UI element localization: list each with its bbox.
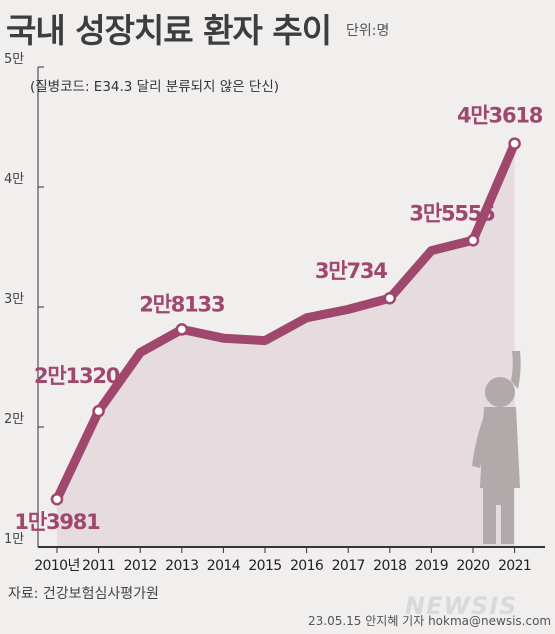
y-tick-label: 3만	[4, 292, 24, 307]
chart-subtitle: (질병코드: E34.3 달리 분류되지 않은 단신)	[30, 79, 279, 95]
x-tick-label: 2019	[415, 558, 448, 574]
data-point-marker	[175, 323, 189, 336]
data-label: 2만1320	[34, 364, 120, 388]
data-label: 1만3981	[14, 510, 100, 534]
data-point-marker	[92, 404, 105, 418]
x-tick-label: 2014	[207, 558, 241, 574]
data-point-marker	[508, 137, 521, 150]
x-tick-label: 2020	[456, 558, 489, 574]
data-label: 3만5555	[409, 201, 495, 225]
data-point-marker	[466, 234, 480, 247]
y-axis: 1만 2만 3만 4만 5만	[4, 52, 44, 548]
x-tick-label: 2021	[498, 558, 531, 574]
credit-line: 23.05.15 안지혜 기자 hokma@newsis.com	[308, 614, 552, 628]
data-point-marker	[383, 291, 397, 305]
x-tick-label: 2011	[82, 558, 115, 574]
x-tick-label: 2018	[373, 558, 406, 574]
x-tick-label: 2013	[165, 558, 198, 574]
y-tick-label: 4만	[4, 172, 24, 187]
child-silhouette-icon	[472, 351, 521, 544]
area-fill	[57, 143, 515, 547]
unit-label: 단위:명	[346, 23, 390, 39]
data-points	[50, 137, 521, 506]
source-note: 자료: 건강보험심사평가원	[8, 586, 159, 602]
data-label: 4만3618	[457, 104, 543, 128]
data-label: 3만734	[315, 259, 387, 283]
title-bar: 국내 성장치료 환자 추이 단위:명	[0, 0, 555, 50]
series-line	[52, 139, 520, 504]
newsis-watermark: NEWSIS	[405, 592, 518, 620]
data-label: 2만8133	[139, 292, 224, 316]
x-tick-label: 2015	[248, 558, 281, 574]
y-tick-label: 5만	[4, 52, 24, 67]
x-tick-label: 2010년	[34, 558, 80, 574]
y-tick-label: 2만	[4, 412, 24, 427]
x-tick-label: 2017	[332, 558, 365, 574]
x-tick-label: 2012	[124, 558, 157, 574]
data-point-marker	[50, 492, 64, 506]
data-labels: 1만3981 2만1320 2만8133 3만734 3만5555 4만3618	[14, 104, 544, 535]
x-axis: 2010년 2011 2012 2013 2014 2015 2016 2017 2018 201…	[34, 547, 532, 574]
x-tick-label: 2016	[290, 558, 324, 574]
y-tick-label: 1만	[4, 532, 24, 547]
chart-title: 국내 성장치료 환자 추이	[6, 11, 332, 50]
